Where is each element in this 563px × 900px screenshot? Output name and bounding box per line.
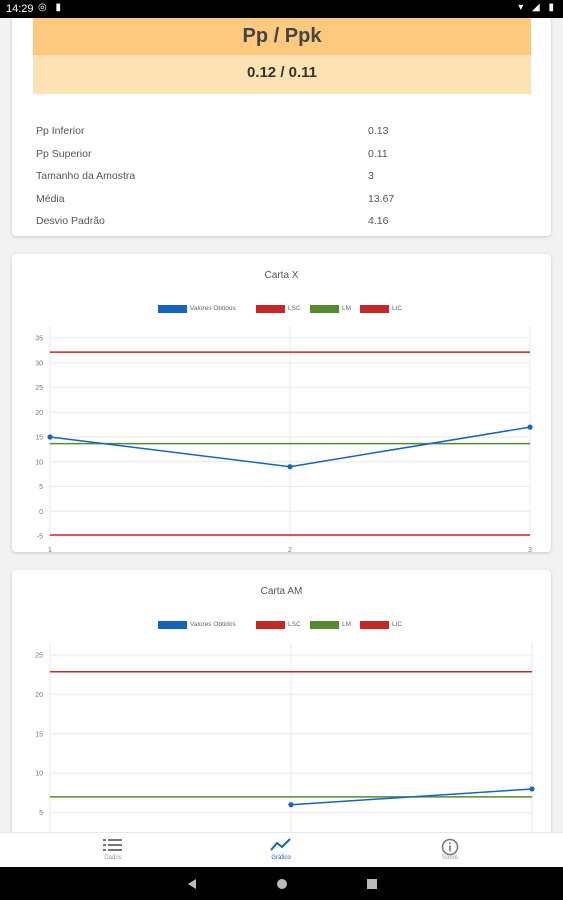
chart-title: Carta X	[264, 270, 299, 281]
legend-swatch	[256, 305, 285, 313]
status-bar: 14:29 ◎ ▮ ▾ ◢ ▮	[0, 0, 563, 18]
legend-label: Valores Obtidos	[190, 621, 236, 628]
legend-swatch	[310, 305, 339, 313]
list-icon	[73, 833, 153, 855]
y-tick-label: 10	[35, 459, 43, 466]
y-tick-label: 35	[35, 336, 43, 343]
pp-ppk-value: 0.12 / 0.11	[33, 55, 531, 94]
chart-card-x: Carta X Valores Obtidos LSC LM LIC 35 30 2…	[12, 254, 551, 552]
nav-item-sobre[interactable]: Sobre	[410, 833, 490, 868]
x-tick-label: 1	[48, 547, 52, 552]
row-label: Tamanho da Amostra	[36, 170, 136, 182]
y-tick-label: 20	[35, 410, 43, 417]
y-tick-label: 5	[39, 484, 43, 491]
row-value: 3	[368, 170, 374, 182]
row-label: Desvio Padrão	[36, 215, 105, 227]
summary-row: Desvio Padrão 4.16	[36, 215, 516, 238]
bottom-navigation: Dados Gráfico Sobre	[0, 832, 563, 867]
home-icon[interactable]	[276, 877, 288, 895]
legend-swatch	[360, 305, 389, 313]
chart-title: Carta AM	[260, 586, 303, 597]
row-label: Pp Superior	[36, 147, 92, 160]
summary-row: Pp Inferior 0.13	[36, 125, 516, 148]
series-line-series	[290, 788, 533, 806]
legend-label: LM	[342, 305, 352, 312]
x-tick-label: 3	[528, 547, 532, 552]
nav-label: Gráfico	[271, 855, 291, 861]
nav-label: Dados	[104, 855, 122, 861]
legend-swatch	[310, 621, 339, 629]
chart-card-am: Carta AM Valores Obtidos LSC LM LIC 25 20…	[12, 570, 551, 832]
y-tick-label: 20	[35, 692, 43, 699]
legend-label: LM	[342, 621, 352, 628]
summary-row: Pp Superior 0.11	[36, 148, 516, 171]
data-point	[529, 786, 535, 792]
row-label: Média	[36, 192, 65, 205]
data-point	[527, 424, 533, 430]
y-tick-label: 15	[35, 731, 43, 738]
row-value: 0.13	[368, 125, 389, 137]
row-label: Pp Inferior	[36, 125, 85, 137]
system-icons: ▾ ◢ ▮	[518, 2, 557, 13]
y-tick-label: 15	[35, 435, 43, 442]
summary-card: Pp / Ppk 0.12 / 0.11 Pp Inferior 0.13 Pp…	[12, 18, 551, 236]
info-icon	[410, 833, 490, 856]
chart-x-plot: 35 30 25 20 15 10 5 0 -5 1 2 3	[35, 326, 533, 552]
y-tick-label: 30	[35, 360, 43, 367]
recents-icon[interactable]	[366, 877, 378, 895]
legend-label: LSC	[288, 305, 301, 312]
summary-row: Tamanho da Amostra 3	[36, 170, 516, 193]
y-tick-label: 25	[35, 385, 43, 392]
data-point	[287, 464, 293, 470]
legend-swatch	[158, 621, 187, 629]
row-value: 4.16	[368, 215, 389, 227]
legend-label: Valores Obtidos	[190, 305, 236, 312]
row-value: 0.11	[368, 147, 388, 160]
scroll-content[interactable]: Pp / Ppk 0.12 / 0.11 Pp Inferior 0.13 Pp…	[0, 18, 563, 832]
legend-label: LIC	[392, 305, 403, 312]
legend-swatch	[158, 305, 187, 313]
row-value: 13.67	[368, 192, 395, 205]
pp-ppk-header: Pp / Ppk	[33, 18, 531, 55]
legend-swatch	[360, 621, 389, 629]
chart-icon	[241, 833, 321, 855]
y-tick-label: 10	[35, 771, 43, 778]
back-icon[interactable]	[186, 877, 198, 895]
legend-label: LSC	[288, 621, 301, 628]
summary-row: Média 13.67	[36, 193, 516, 216]
nav-item-dados[interactable]: Dados	[73, 833, 153, 868]
y-tick-label: -5	[37, 534, 43, 541]
y-tick-label: 5	[39, 810, 43, 817]
data-point	[47, 434, 53, 440]
summary-rows: Pp Inferior 0.13 Pp Superior 0.11 Tamanh…	[36, 125, 516, 238]
nav-item-grafico[interactable]: Gráfico	[241, 833, 321, 868]
status-time: 14:29	[6, 3, 34, 15]
y-tick-label: 25	[35, 653, 43, 660]
x-tick-label: 2	[288, 547, 292, 552]
data-point	[288, 802, 294, 808]
nav-label: Sobre	[441, 855, 458, 861]
chart-am-plot: 252015105123	[35, 643, 535, 832]
legend-swatch	[256, 621, 285, 629]
y-tick-label: 0	[39, 509, 43, 516]
notification-icons: ◎ ▮	[38, 2, 65, 13]
legend-label: LIC	[392, 621, 403, 628]
system-navigation-bar	[0, 867, 563, 900]
